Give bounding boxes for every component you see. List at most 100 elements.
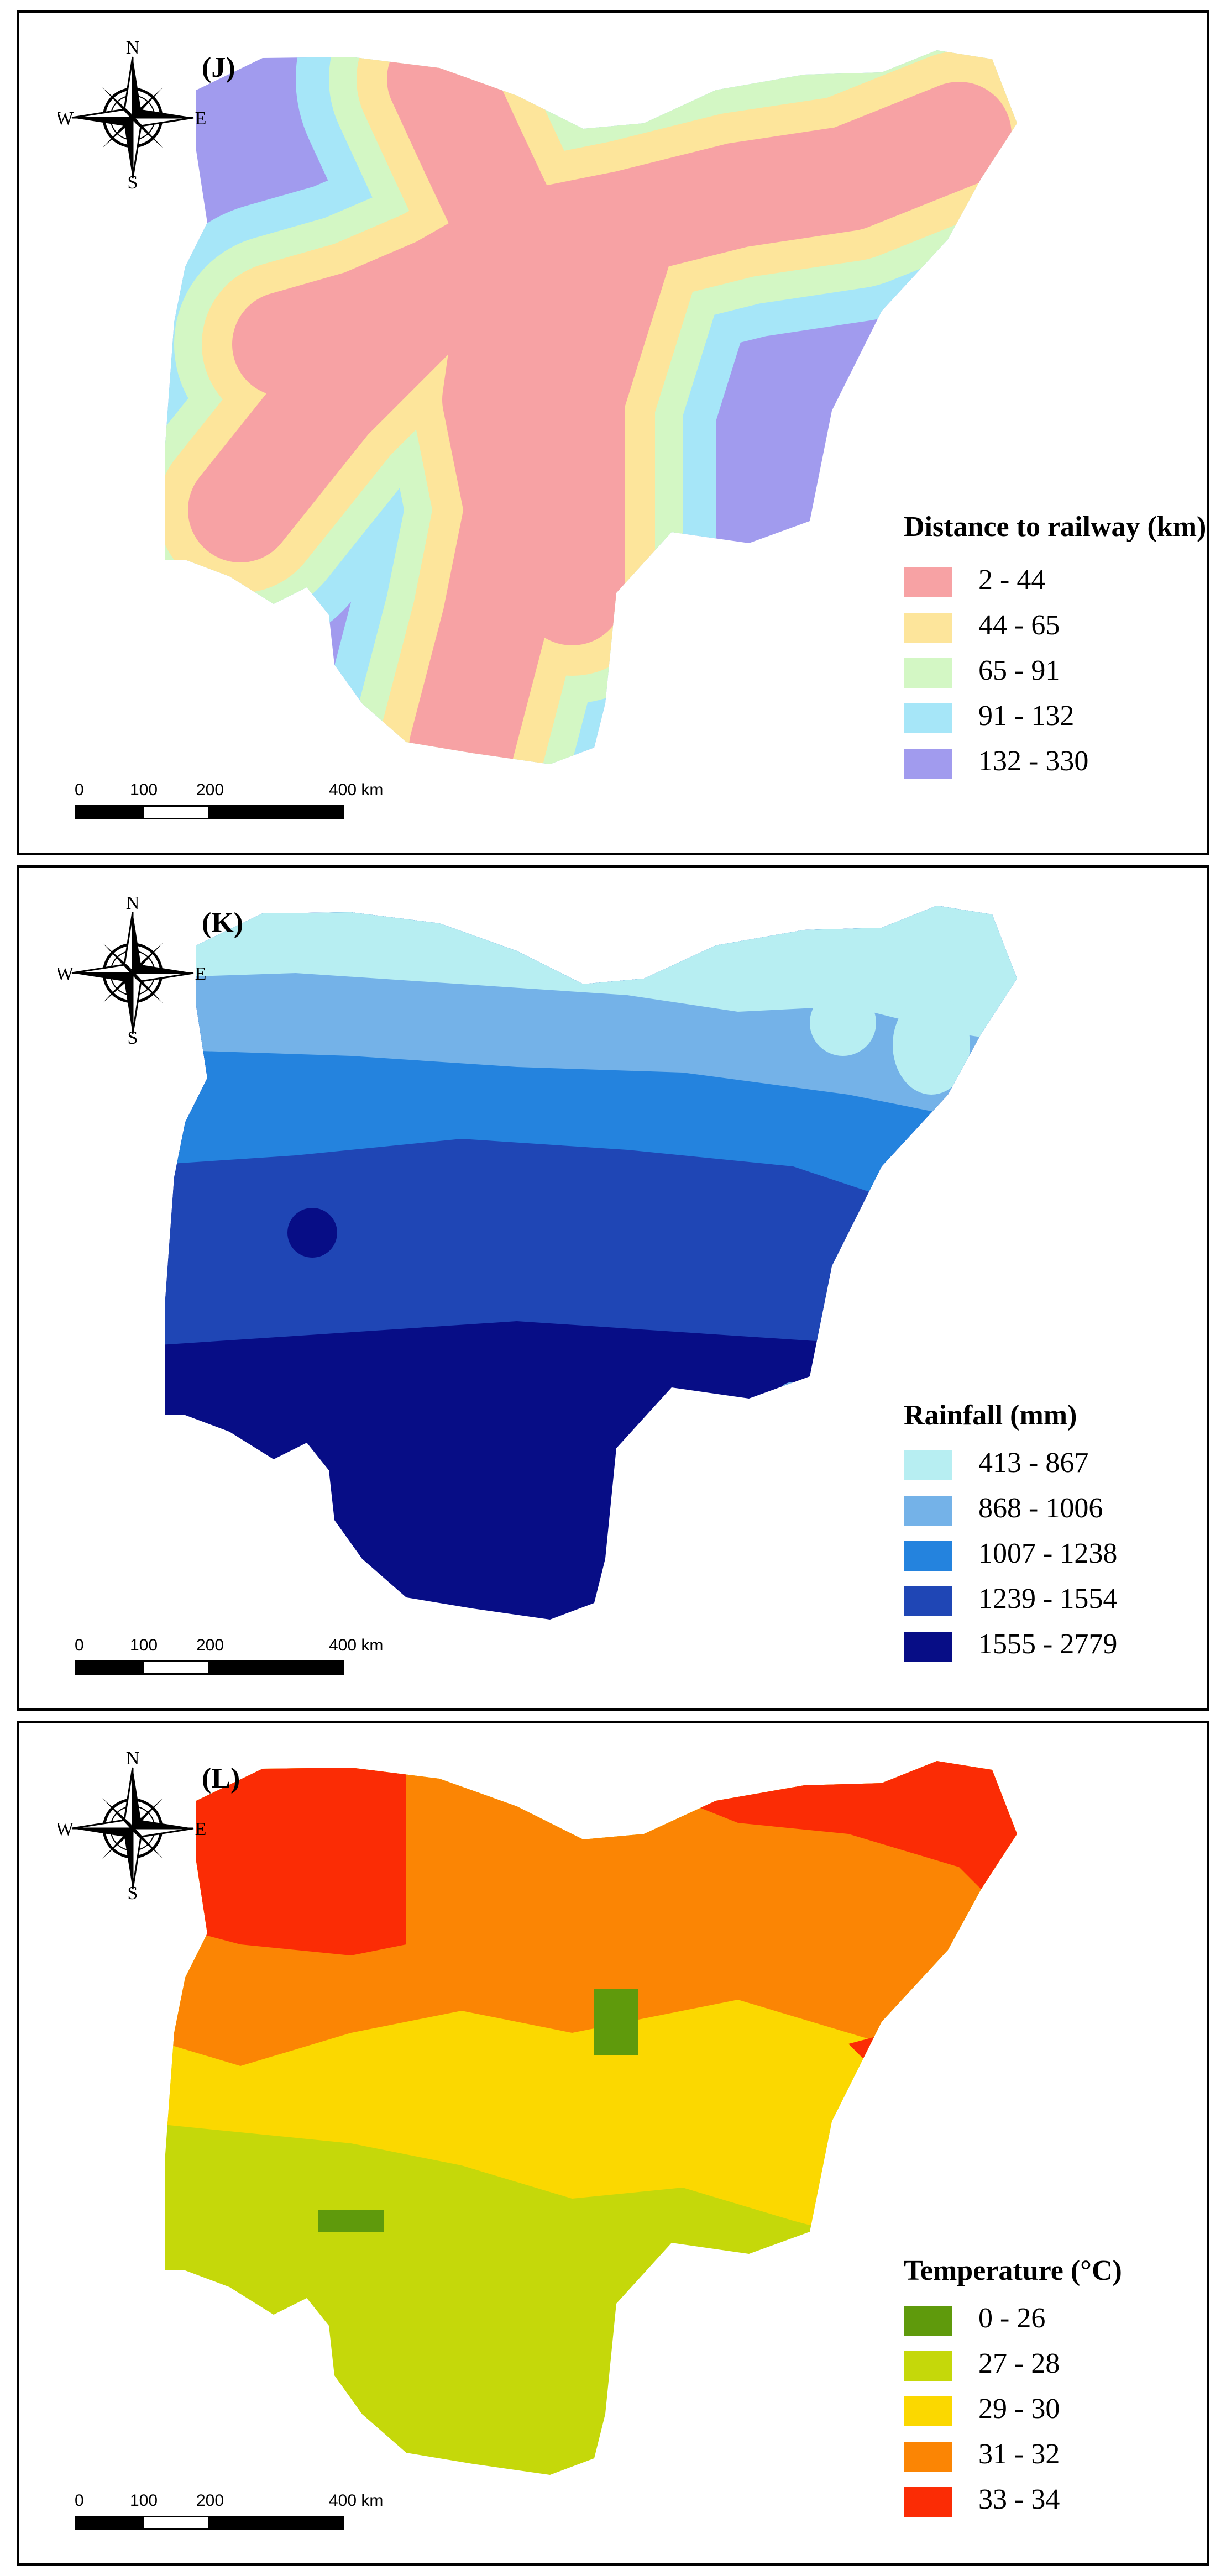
legend-label: 27 - 28	[978, 2348, 1060, 2379]
legend-label: 132 - 330	[978, 745, 1089, 777]
legend-item: 31 - 32	[904, 2435, 1207, 2480]
scale-segment	[142, 1660, 209, 1675]
scale-bar: 0 100 200 400 km	[75, 1636, 384, 1691]
legend-swatch	[904, 1450, 952, 1480]
legend-swatch	[904, 749, 952, 779]
scale-segment	[142, 805, 209, 819]
scale-tick-label: 0	[75, 2491, 84, 2510]
legend-item: 1239 - 1554	[904, 1580, 1207, 1625]
compass-n-label: N	[126, 40, 140, 58]
scale-tick-label: 400 km	[329, 2491, 384, 2510]
compass-e-label: E	[195, 964, 207, 984]
panel-letter: (L)	[202, 1763, 240, 1794]
compass-s-label: S	[128, 1028, 138, 1045]
compass-e-label: E	[195, 108, 207, 129]
legend-title: Distance to railway (km)	[904, 511, 1207, 543]
legend-title: Rainfall (mm)	[904, 1400, 1077, 1431]
legend-label: 44 - 65	[978, 609, 1060, 641]
legend-swatch	[904, 703, 952, 733]
legend-item: 0 - 26	[904, 2299, 1207, 2344]
legend-title: Temperature (°C)	[904, 2255, 1122, 2286]
legend-item: 132 - 330	[904, 742, 1207, 787]
legend-item: 868 - 1006	[904, 1489, 1207, 1534]
compass-w-label: W	[58, 964, 74, 984]
legend-item: 1555 - 2779	[904, 1625, 1207, 1670]
compass-w-label: W	[58, 108, 74, 129]
compass-n-label: N	[126, 896, 140, 913]
scale-segment	[75, 2516, 142, 2530]
legend-swatch	[904, 1541, 952, 1571]
legend-label: 65 - 91	[978, 655, 1060, 686]
panel-distance-to-railway: N S W E (J) Distance to railway (km) 2 -…	[17, 10, 1209, 855]
compass-s-label: S	[128, 1883, 138, 1900]
legend-swatch	[904, 613, 952, 643]
legend-label: 413 - 867	[978, 1447, 1089, 1479]
scale-segment	[75, 1660, 142, 1675]
scale-tick-label: 0	[75, 1636, 84, 1654]
legend-swatch	[904, 1632, 952, 1662]
legend-label: 868 - 1006	[978, 1492, 1103, 1524]
scale-tick-label: 200	[196, 2491, 224, 2510]
legend-label: 0 - 26	[978, 2302, 1046, 2334]
compass-s-label: S	[128, 172, 138, 190]
class-33-34-area-west	[165, 1761, 406, 1955]
railway-buffer-zones	[165, 50, 1017, 764]
scale-segment	[142, 2516, 209, 2530]
scale-bar: 0 100 200 400 km	[75, 2491, 384, 2547]
legend-label: 1007 - 1238	[978, 1538, 1118, 1569]
compass-rose-icon: N S W E	[56, 1748, 207, 1904]
panel-rainfall: N S W E (K) Rainfall (mm) 413 - 867 868 …	[17, 865, 1209, 1711]
legend-label: 29 - 30	[978, 2393, 1060, 2425]
compass-rose-icon: N S W E	[56, 893, 207, 1048]
scale-tick-label: 100	[130, 2491, 158, 2510]
legend: Distance to railway (km) 2 - 44 44 - 65 …	[904, 510, 1207, 787]
legend-item: 413 - 867	[904, 1444, 1207, 1489]
rainfall-map	[165, 906, 1017, 1620]
legend-swatch	[904, 1586, 952, 1616]
legend-swatch	[904, 2396, 952, 2426]
legend-label: 31 - 32	[978, 2438, 1060, 2470]
legend-item: 65 - 91	[904, 651, 1207, 697]
legend-swatch	[904, 2487, 952, 2517]
legend-item: 1007 - 1238	[904, 1534, 1207, 1580]
scale-tick-label: 200	[196, 1636, 224, 1654]
legend-item: 33 - 34	[904, 2480, 1207, 2526]
legend-swatch	[904, 2442, 952, 2472]
scale-tick-label: 0	[75, 781, 84, 799]
compass-rose-icon: N S W E	[56, 38, 207, 193]
legend-item: 2 - 44	[904, 561, 1207, 606]
panel-temperature: N S W E (L) Temperature (°C) 0 - 26 27 -…	[17, 1721, 1209, 2566]
scale-segment	[75, 805, 142, 819]
compass-e-label: E	[195, 1819, 207, 1839]
legend-swatch	[904, 567, 952, 597]
scale-bar: 0 100 200 400 km	[75, 781, 384, 836]
scale-tick-label: 400 km	[329, 1636, 384, 1654]
scale-tick-label: 400 km	[329, 781, 384, 799]
legend-swatch	[904, 658, 952, 688]
legend: Rainfall (mm) 413 - 867 868 - 1006 1007 …	[904, 1399, 1207, 1670]
legend-label: 1555 - 2779	[978, 1628, 1118, 1660]
scale-tick-label: 200	[196, 781, 224, 799]
panel-letter: (K)	[202, 907, 244, 939]
legend: Temperature (°C) 0 - 26 27 - 28 29 - 30 …	[904, 2254, 1207, 2526]
scale-segment	[209, 2516, 344, 2530]
legend-swatch	[904, 1496, 952, 1526]
legend-item: 27 - 28	[904, 2344, 1207, 2390]
scale-tick-label: 100	[130, 1636, 158, 1654]
class-0-26-area	[771, 2254, 882, 2342]
legend-item: 91 - 132	[904, 697, 1207, 742]
scale-segment	[209, 1660, 344, 1675]
legend-label: 1239 - 1554	[978, 1583, 1118, 1615]
temperature-map	[165, 1761, 1017, 2475]
legend-label: 2 - 44	[978, 564, 1046, 596]
compass-w-label: W	[58, 1819, 74, 1839]
panel-letter: (J)	[202, 52, 235, 83]
compass-n-label: N	[126, 1751, 140, 1769]
legend-item: 29 - 30	[904, 2390, 1207, 2435]
legend-label: 33 - 34	[978, 2484, 1060, 2515]
legend-label: 91 - 132	[978, 700, 1075, 732]
scale-segment	[209, 805, 344, 819]
legend-swatch	[904, 2351, 952, 2381]
railway-distance-map	[165, 50, 1017, 764]
legend-swatch	[904, 2306, 952, 2336]
